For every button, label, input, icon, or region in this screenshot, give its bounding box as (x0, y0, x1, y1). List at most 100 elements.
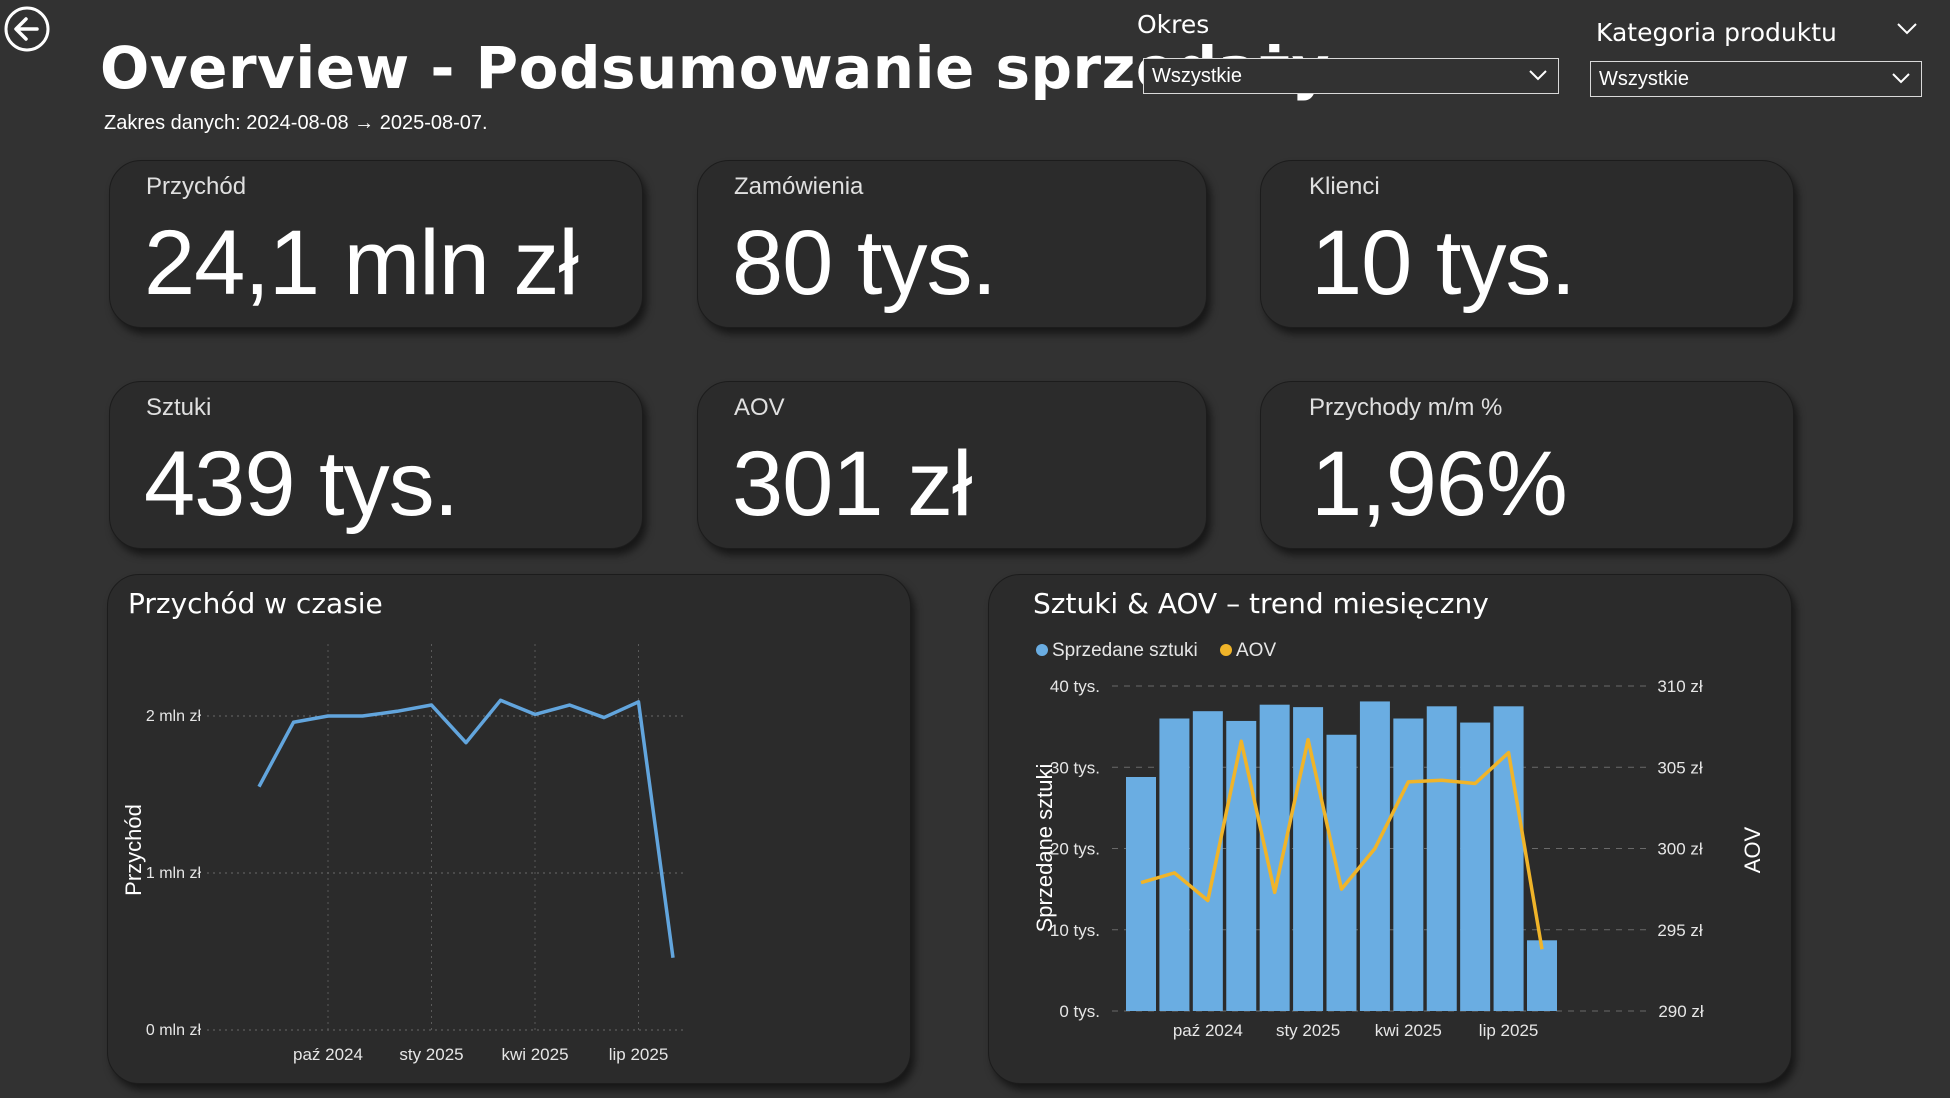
y-tick-label: 30 tys. (1050, 758, 1100, 777)
units-aov-chart-card: Sztuki & AOV – trend miesięczny (988, 574, 1792, 1084)
units-bar[interactable] (1326, 734, 1357, 1011)
chart-title: Przychód w czasie (128, 587, 383, 620)
kpi-label: Klienci (1309, 173, 1380, 200)
kpi-label: Przychody m/m % (1309, 394, 1503, 421)
x-tick-label: sty 2025 (1276, 1021, 1340, 1040)
kpi-card-orders: Zamówienia 80 tys. (697, 160, 1207, 328)
aov-series-line[interactable] (1140, 737, 1544, 950)
units-bar[interactable] (1126, 777, 1156, 1011)
y2-tick-label: 300 zł (1657, 840, 1703, 859)
data-point[interactable] (496, 695, 506, 705)
kpi-value: 439 tys. (144, 433, 459, 535)
units-bar[interactable] (1460, 722, 1491, 1011)
data-point[interactable] (289, 717, 299, 727)
legend-label-aov[interactable]: AOV (1236, 640, 1276, 661)
data-point[interactable] (358, 711, 368, 721)
data-point[interactable] (254, 782, 264, 792)
x-tick-label: kwi 2025 (501, 1045, 568, 1064)
legend-marker-aov (1220, 644, 1232, 656)
y-tick-label: 10 tys. (1050, 921, 1100, 940)
data-point[interactable] (565, 700, 575, 710)
kpi-card-revenue-mom: Przychody m/m % 1,96% (1260, 381, 1794, 549)
units-bar[interactable] (1426, 706, 1457, 1011)
kpi-label: Sztuki (146, 394, 212, 421)
data-point[interactable] (634, 697, 644, 707)
y-tick-label: 0 mln zł (146, 1022, 202, 1039)
chevron-down-icon (1529, 70, 1547, 81)
y2-tick-label: 290 zł (1658, 1002, 1704, 1021)
aov-data-point[interactable] (1370, 844, 1380, 854)
y-tick-label: 0 tys. (1059, 1002, 1100, 1021)
revenue-line-chart: 0 mln zł 1 mln zł 2 mln zł paź 2024 sty 2025… (121, 644, 687, 1064)
x-tick-label: lip 2025 (609, 1045, 669, 1064)
x-tick-label: sty 2025 (399, 1045, 463, 1064)
kpi-label: Zamówienia (734, 173, 864, 200)
chevron-down-icon (1892, 73, 1910, 84)
aov-data-point[interactable] (1470, 779, 1480, 789)
y-tick-label: 1 mln zł (146, 865, 202, 882)
back-arrow-icon[interactable] (2, 4, 52, 54)
aov-data-point[interactable] (1337, 884, 1347, 894)
aov-data-point[interactable] (1136, 878, 1146, 888)
y2-axis-label: AOV (1740, 826, 1765, 873)
units-bar[interactable] (1527, 940, 1557, 1011)
legend-label-units[interactable]: Sprzedane sztuki (1052, 640, 1198, 661)
kpi-value: 10 tys. (1311, 212, 1576, 314)
revenue-chart-card: Przychód w czasie (107, 574, 911, 1084)
units-bar[interactable] (1192, 711, 1223, 1011)
x-tick-label: kwi 2025 (1375, 1021, 1442, 1040)
kpi-value: 301 zł (732, 433, 972, 535)
chevron-down-icon[interactable] (1896, 20, 1918, 38)
aov-data-point[interactable] (1169, 868, 1179, 878)
aov-data-point[interactable] (1270, 887, 1280, 897)
units-aov-combo-chart: Sprzedane sztuki AOV 0 tys. 10 tys. 20 tys. 3… (1032, 640, 1765, 1040)
data-point[interactable] (461, 738, 471, 748)
data-point[interactable] (323, 711, 333, 721)
y-axis-label: Przychód (121, 804, 146, 896)
kpi-label: AOV (734, 394, 785, 421)
aov-data-point[interactable] (1537, 944, 1547, 954)
period-dropdown[interactable]: Wszystkie (1143, 58, 1559, 94)
aov-data-point[interactable] (1303, 735, 1313, 745)
aov-data-point[interactable] (1403, 777, 1413, 787)
y-axis-label: Sprzedane sztuki (1032, 764, 1057, 933)
data-point[interactable] (530, 709, 540, 719)
x-tick-label: lip 2025 (1479, 1021, 1539, 1040)
units-bar[interactable] (1226, 720, 1257, 1011)
data-point[interactable] (599, 713, 609, 723)
aov-data-point[interactable] (1504, 748, 1514, 758)
aov-data-point[interactable] (1437, 775, 1447, 785)
y-tick-label: 2 mln zł (146, 708, 202, 725)
kpi-value: 24,1 mln zł (144, 212, 579, 314)
units-bar[interactable] (1159, 718, 1190, 1012)
units-bar[interactable] (1293, 707, 1324, 1011)
category-dropdown-value: Wszystkie (1599, 68, 1689, 90)
units-bar[interactable] (1259, 704, 1290, 1011)
kpi-card-units: Sztuki 439 tys. (109, 381, 643, 549)
chart-title: Sztuki & AOV – trend miesięczny (1033, 587, 1489, 620)
kpi-card-aov: AOV 301 zł (697, 381, 1207, 549)
category-dropdown[interactable]: Wszystkie (1590, 61, 1922, 97)
units-bar[interactable] (1359, 701, 1390, 1011)
data-point[interactable] (668, 953, 678, 963)
kpi-label: Przychód (146, 173, 247, 200)
category-filter-label: Kategoria produktu (1596, 18, 1837, 47)
x-tick-label: paź 2024 (1173, 1021, 1243, 1040)
revenue-series-line[interactable] (257, 698, 675, 959)
kpi-value: 1,96% (1311, 433, 1568, 535)
y2-tick-label: 310 zł (1657, 677, 1703, 696)
y-tick-label: 40 tys. (1050, 677, 1100, 696)
y-tick-label: 20 tys. (1050, 840, 1100, 859)
period-filter-label: Okres (1137, 10, 1210, 39)
date-range-text: Zakres danych: 2024-08-08 → 2025-08-07. (104, 112, 488, 134)
units-bar[interactable] (1393, 718, 1424, 1012)
aov-data-point[interactable] (1203, 896, 1213, 906)
period-dropdown-value: Wszystkie (1152, 65, 1242, 87)
data-point[interactable] (392, 706, 402, 716)
data-point[interactable] (427, 700, 437, 710)
x-tick-label: paź 2024 (293, 1045, 363, 1064)
kpi-card-customers: Klienci 10 tys. (1260, 160, 1794, 328)
page-title: Overview - Podsumowanie sprzedaży (100, 34, 1330, 102)
kpi-value: 80 tys. (732, 212, 997, 314)
aov-data-point[interactable] (1236, 736, 1246, 746)
